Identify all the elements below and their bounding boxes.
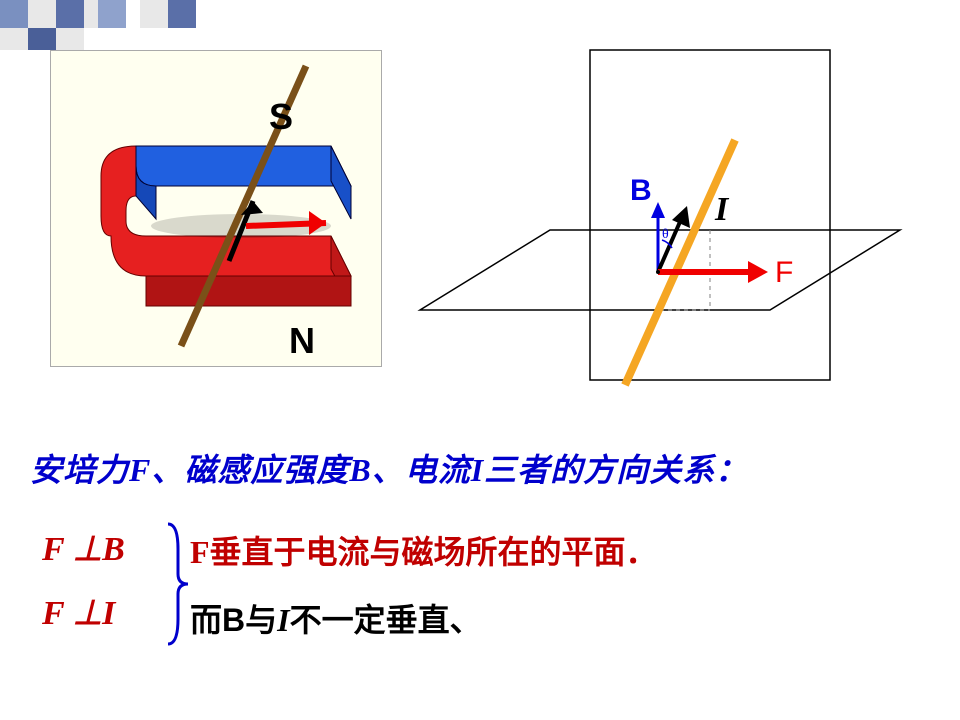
desc-line-2: 而B与I不一定垂直、: [190, 595, 930, 641]
text-block: 安培力F、磁感应强度B、电流I三者的方向关系： F ⊥B F ⊥I F垂直于电流…: [30, 445, 930, 657]
planes-diagram: θ B I F: [400, 30, 930, 430]
perpendicular-relations: F ⊥B F ⊥I: [30, 519, 190, 657]
vertical-plane: [590, 50, 830, 380]
label-B: B: [630, 174, 652, 207]
magnet-diagram: S N: [50, 50, 382, 367]
label-F: F: [775, 256, 793, 289]
label-S: S: [269, 96, 293, 137]
brace-icon: [160, 519, 190, 649]
label-I: I: [714, 191, 730, 228]
theta-label: θ: [662, 227, 669, 242]
desc-line-1: F垂直于电流与磁场所在的平面．: [190, 527, 930, 573]
title-line: 安培力F、磁感应强度B、电流I三者的方向关系：: [30, 445, 930, 491]
label-N: N: [289, 320, 315, 361]
